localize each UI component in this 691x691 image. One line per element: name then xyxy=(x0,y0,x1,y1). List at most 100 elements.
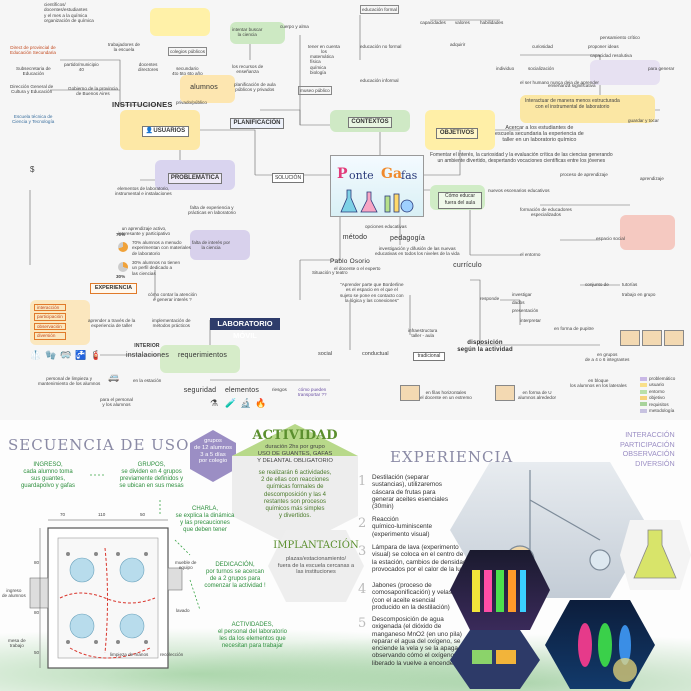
implantacion-hex xyxy=(268,530,364,602)
thumb-grupos-1 xyxy=(620,330,640,346)
activity-number: 3 xyxy=(358,544,367,559)
note-investigar: investigar xyxy=(512,292,532,297)
note-trabajo-grupo: trabajo en grupo xyxy=(622,292,656,297)
goggles-icon: 🥽 xyxy=(60,350,72,360)
note-entorno: el entorno xyxy=(520,252,541,257)
note-partido: partido/municipio 40 xyxy=(64,62,99,73)
glove-icon: 🧤 xyxy=(45,350,57,360)
legend-item: usuario xyxy=(640,382,675,387)
note-planificacion-aula: planificación de aula públicos y privado… xyxy=(234,82,276,93)
label-laboratorio-movil: LABORATORIO MÓVIL xyxy=(210,318,280,340)
label-interior: INTERIOR xyxy=(134,343,160,349)
note-museo: museo público xyxy=(298,86,332,96)
lab-floor-plan[interactable] xyxy=(20,508,195,683)
pct-note-30: 30% alumnos no tienen un perfil dedicado… xyxy=(132,260,181,276)
legend-item: requisitos xyxy=(640,402,675,407)
note-como-captar: cómo contar la atención e generar interé… xyxy=(148,292,197,303)
note-cientificos: científicos/ docentes/estudiantes y el m… xyxy=(44,2,94,24)
actividad-title: ACTIVIDAD xyxy=(252,428,338,443)
note-valores: valores xyxy=(455,20,470,25)
note-grupos: en grupos de a 4 o 6 integrantes xyxy=(585,352,630,363)
legend-item: objetivo xyxy=(640,395,675,400)
secuencia-title: SECUENCIA DE USO xyxy=(8,436,190,454)
activity-4: Jabones (proceso de comosaponificación) … xyxy=(372,582,452,611)
note-forma-u: en forma de U alumnos alrededor xyxy=(518,390,557,401)
note-bloque: en bloque los alumnos en los laterales xyxy=(570,378,627,389)
thumb-forma-u xyxy=(495,385,515,401)
note-direccion-general: Dirección General de Cultura y Educación xyxy=(10,84,54,95)
label-metodo: método xyxy=(342,234,368,241)
bottom-panel: SECUENCIA DE USO grupos de 12 alumnos 3 … xyxy=(0,420,691,691)
legend-swatch xyxy=(640,395,647,400)
experiencia-list: interacción participación observación di… xyxy=(34,304,66,340)
dim-top-2: 110 xyxy=(98,512,106,517)
experiencia-tags: INTERACCIÓN PARTICIPACIÓN OBSERVACIÓN DI… xyxy=(620,430,675,468)
user-icon: 👤 xyxy=(145,128,154,134)
note-falta-interes: falta de interés por la ciencia xyxy=(192,240,231,251)
note-recursos: los recursos de enseñanza xyxy=(232,64,264,75)
highlight-requerimientos xyxy=(160,345,240,373)
note-educacion-informal: educación informal xyxy=(360,78,399,83)
dollar-circle-icon: $ xyxy=(30,165,35,174)
dim-side-1: 80 xyxy=(34,560,40,565)
label-experiencia: EXPERIENCIA xyxy=(90,283,137,294)
activity-number: 4 xyxy=(358,582,367,597)
note-metodos-practicos: implementación de métodos prácticos xyxy=(152,318,191,329)
highlight-red xyxy=(620,215,675,250)
activity-3: Lámpara de lava (experimento visual) se … xyxy=(372,544,467,573)
highlight-experiencia xyxy=(30,300,90,345)
legend-text: requisitos xyxy=(649,401,669,407)
legend-item: problemático xyxy=(640,376,675,381)
experiencia-item: observación xyxy=(34,322,66,331)
plan-label-mueble: mueble de equipo xyxy=(175,560,197,571)
note-situacion: Situación y teatro xyxy=(312,270,348,275)
note-pensamiento-critico: pensamiento crítico xyxy=(600,35,640,40)
legend-item: metodología xyxy=(640,408,675,413)
note-secundario: secundario 4to 5to 6to año xyxy=(172,66,203,77)
label-instalaciones: instalaciones xyxy=(125,352,170,359)
implantacion-title: IMPLANTACIÓN xyxy=(273,540,359,551)
pct-30: 30% xyxy=(116,274,126,279)
logo-word-fas: fas xyxy=(401,169,418,182)
label-problematica: PROBLEMÁTICA xyxy=(168,173,222,184)
implantacion-body: plazas/estacionamiento/ fuera de la escu… xyxy=(277,556,355,576)
activity-2: Reacción químico-luminiscente (experimen… xyxy=(372,516,433,538)
label-contextos: CONTEXTOS xyxy=(348,117,392,128)
note-intentar-ciencia: intentar buscar la ciencia xyxy=(232,27,263,38)
car-icon: 🚐 xyxy=(108,372,120,382)
step-ingreso: INGRESO, cada alumno toma sus guantes, g… xyxy=(20,462,76,489)
note-educacion-formal: educación formal xyxy=(360,5,399,15)
note-subsecretaria: Subsecretaria de Educación xyxy=(16,66,51,77)
plan-label-ingreso: ingreso de alumnos xyxy=(2,588,26,599)
label-usuarios: 👤USUARIOS xyxy=(142,126,189,137)
highlight-falta-interes xyxy=(190,230,250,260)
note-ensenanza-significativa: enseñanza significativa xyxy=(548,83,596,88)
note-privado-publico: privado/público xyxy=(176,100,207,105)
sink-icon: 🚰 xyxy=(75,350,87,360)
grupos-badge-text: grupos de 12 alumnos 3 a 5 días por cole… xyxy=(193,438,233,465)
note-personal-limpieza: personal de limpieza y mantenimiento de … xyxy=(38,376,101,387)
legend-text: objetivo xyxy=(649,395,665,401)
note-social: social xyxy=(318,351,333,357)
note-docentes: docentes directores xyxy=(138,62,159,73)
label-pablo-osorio: Pablo Osorio xyxy=(330,258,370,265)
flask-illustration xyxy=(340,189,414,213)
note-escuela-tecnica: Escuela técnica de Ciencia y Tecnología xyxy=(12,114,55,125)
note-interactuar: Interactuar de manera menos estructurada… xyxy=(525,98,620,110)
thumb-grupos-3 xyxy=(664,330,684,346)
step-connectors xyxy=(90,474,201,611)
legend-swatch xyxy=(640,376,647,381)
actividad-hex xyxy=(232,424,358,548)
label-objetivos: OBJETIVOS xyxy=(436,128,478,139)
legend-item: entorno xyxy=(640,389,675,394)
note-gobierno: Gobierno de la provincia de Buenos Aires xyxy=(68,86,118,97)
note-formacion-educadores: formación de educadores especializados xyxy=(520,207,572,218)
exp-tag: PARTICIPACIÓN xyxy=(620,439,675,449)
note-personal-alumnos: para el personal y los alumnos xyxy=(100,397,133,408)
pct-70: 70% xyxy=(116,232,126,237)
legend-text: usuario xyxy=(649,382,665,388)
activity-number: 2 xyxy=(358,516,367,531)
highlight-green xyxy=(230,22,285,44)
usuarios-text: USUARIOS xyxy=(153,128,186,134)
logo-letter-ga: Ga xyxy=(381,166,403,182)
